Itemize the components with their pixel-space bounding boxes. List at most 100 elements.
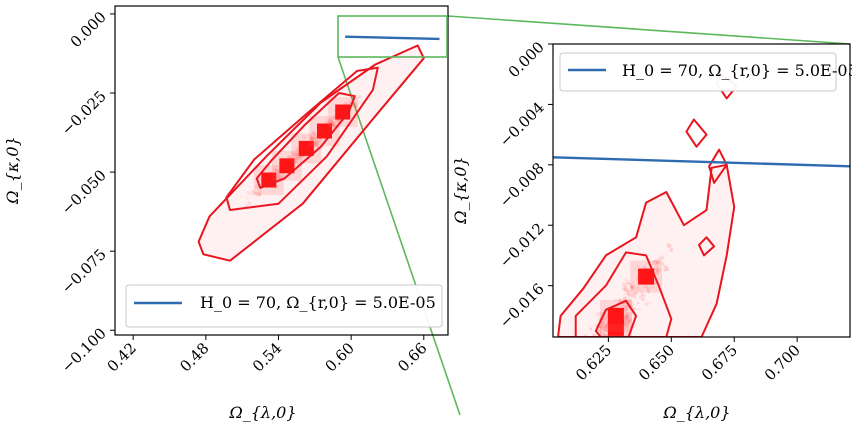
x-tick-label: 0.48 <box>176 339 212 375</box>
scatter-dot <box>625 316 630 321</box>
scatter-dot <box>332 125 336 128</box>
contour-island <box>685 118 708 148</box>
model-line <box>553 156 850 168</box>
scatter-dot <box>631 285 637 290</box>
scatter-dot <box>355 100 361 106</box>
scatter-dot <box>594 340 597 343</box>
y-tick-label: −0.004 <box>496 99 548 151</box>
scatter-dot <box>330 119 333 123</box>
x-tick-label: 0.650 <box>635 341 678 384</box>
main-ylabel: Ω_{κ,0} <box>3 136 22 204</box>
scatter-dot <box>604 323 607 326</box>
scatter-dot <box>309 135 313 140</box>
scatter-dot <box>629 285 634 289</box>
scatter-dot <box>593 341 596 344</box>
scatter-dot <box>663 264 667 269</box>
scatter-dot <box>256 188 262 194</box>
scatter-dot <box>325 118 331 123</box>
scatter-dot <box>592 340 597 345</box>
scatter-dot <box>641 292 644 296</box>
zoom-connector-bottom <box>337 56 461 416</box>
scatter-dot <box>652 259 658 266</box>
scatter-dot <box>630 286 635 290</box>
scatter-dot <box>273 165 277 168</box>
scatter-dot <box>629 301 635 307</box>
scatter-dot <box>296 157 300 160</box>
scatter-dot <box>627 299 633 305</box>
contour-outer <box>557 163 736 337</box>
scatter-dot <box>648 286 652 289</box>
scatter-dot <box>315 140 319 144</box>
scatter-dot <box>636 302 640 305</box>
scatter-dot <box>313 135 318 140</box>
scatter-dot <box>329 117 333 122</box>
scatter-dot <box>647 290 651 294</box>
scatter-dot <box>292 153 296 157</box>
scatter-dot <box>630 288 634 292</box>
scatter-dot <box>624 320 630 326</box>
scatter-dot <box>357 95 362 100</box>
zoom-plot-frame <box>552 43 851 338</box>
y-tick-label: −0.012 <box>496 219 548 271</box>
scatter-dot <box>311 130 315 134</box>
scatter-dot <box>631 292 636 297</box>
scatter-dot <box>310 136 314 140</box>
scatter-dot <box>624 305 627 308</box>
scatter-dot <box>251 190 255 194</box>
scatter-dot <box>615 338 618 341</box>
scatter-dot <box>645 285 649 289</box>
scatter-dot <box>601 320 605 324</box>
zoom-legend-label: H_0 = 70, Ω_{r,0} = 5.0E-05 <box>622 61 852 80</box>
scatter-dot <box>643 294 646 297</box>
scatter-dot <box>637 286 641 291</box>
main-legend-label: H_0 = 70, Ω_{r,0} = 5.0E-05 <box>200 293 436 312</box>
scatter-dot <box>622 293 628 298</box>
scatter-dot <box>328 119 333 124</box>
scatter-dot <box>624 324 627 327</box>
contour-middle <box>574 251 673 337</box>
scatter-dot <box>602 327 607 331</box>
scatter-dot <box>298 154 303 160</box>
scatter-dot <box>627 293 630 296</box>
y-tick-label: −0.075 <box>58 245 110 297</box>
density-peak-marker <box>298 140 314 156</box>
scatter-dot <box>617 298 622 303</box>
scatter-dot <box>600 325 603 328</box>
contour-inner <box>255 92 356 189</box>
scatter-dot <box>624 278 628 282</box>
main-legend: H_0 = 70, Ω_{r,0} = 5.0E-05 <box>125 284 443 328</box>
scatter-dot <box>601 326 604 329</box>
scatter-dot <box>654 267 659 272</box>
scatter-dot <box>602 332 606 336</box>
scatter-dot <box>636 286 640 289</box>
scatter-dot <box>335 120 338 123</box>
scatter-dot <box>605 329 608 332</box>
y-tick-label: 0.000 <box>67 8 110 51</box>
contour-outer <box>197 44 425 262</box>
contour-inner <box>594 299 638 337</box>
x-tick-label: 0.700 <box>761 341 804 384</box>
scatter-dot <box>657 257 661 261</box>
scatter-dot <box>621 287 626 292</box>
scatter-dot <box>625 290 630 295</box>
scatter-dot <box>625 313 629 317</box>
scatter-dot <box>312 131 316 136</box>
main-series-lines <box>345 35 440 41</box>
scatter-dot <box>625 324 629 328</box>
scatter-dot <box>287 155 292 160</box>
scatter-dot <box>310 137 314 141</box>
scatter-dot <box>622 282 627 288</box>
x-tick-label: 0.42 <box>104 339 140 375</box>
y-tick-label: −0.008 <box>496 159 548 211</box>
scatter-dot <box>627 320 630 324</box>
scatter-dot <box>352 102 358 108</box>
scatter-dot <box>297 157 300 160</box>
scatter-dot <box>254 184 259 189</box>
scatter-dot <box>612 341 616 345</box>
scatter-dot <box>248 201 251 205</box>
scatter-dot <box>655 270 660 275</box>
scatter-dot <box>630 285 634 289</box>
scatter-dot <box>670 259 673 262</box>
scatter-dot <box>612 341 617 346</box>
x-tick-label: 0.625 <box>572 341 615 384</box>
